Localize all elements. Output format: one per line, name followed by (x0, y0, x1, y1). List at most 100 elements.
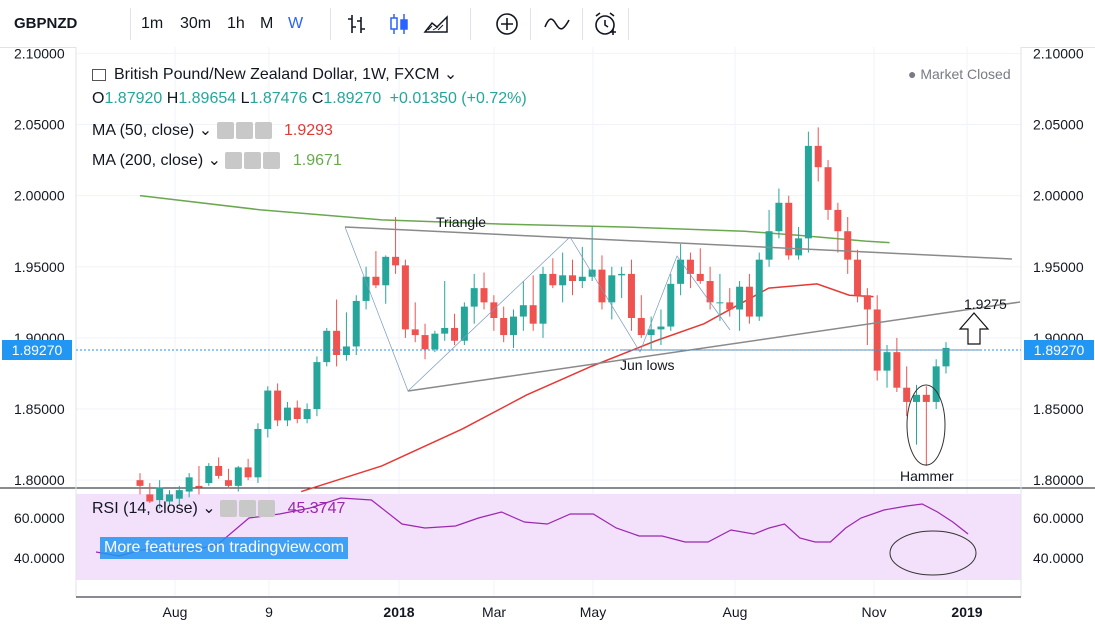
candle-body (392, 256, 400, 266)
candle-body (303, 409, 311, 420)
candle-body (775, 202, 783, 232)
visibility-icon[interactable] (225, 152, 243, 170)
ma200-value: 1.9671 (292, 152, 342, 169)
toolbar-divider (628, 8, 629, 40)
chevron-down-icon[interactable]: ⌄ (194, 122, 217, 139)
candle-body (441, 327, 449, 334)
candle-body (942, 347, 950, 367)
candle-body (785, 202, 793, 256)
level-label: 1.9275 (964, 296, 1007, 312)
ma200-path (139, 194, 890, 244)
candle-body (146, 494, 154, 502)
candle-body (215, 465, 223, 476)
candle-body (490, 302, 498, 319)
interval-30m[interactable]: 30m (180, 15, 212, 32)
triangle-lower-line (407, 301, 1021, 392)
promo-banner[interactable]: More features on tradingview.com (100, 537, 349, 559)
rsi-tick-label-right: 60.0000 (1033, 510, 1084, 526)
price-tick-label-left: 2.10000 (14, 47, 65, 61)
time-tick-label: Aug (163, 604, 188, 620)
candle-body (244, 467, 252, 478)
series-title[interactable]: British Pound/New Zealand Dollar, 1W, FX… (114, 66, 440, 83)
candle-body (736, 286, 744, 310)
candle-body (165, 494, 173, 502)
toolbar-divider (582, 8, 583, 40)
time-tick-label: 9 (265, 604, 273, 620)
price-tick-label-right: 2.05000 (1033, 117, 1084, 133)
candle-body (421, 335, 429, 350)
gear-icon[interactable] (235, 122, 253, 140)
bars-icon[interactable] (345, 12, 369, 36)
last-price-tag-left: 1.89270 (2, 340, 72, 360)
candle-body (195, 485, 203, 488)
candle-body (451, 327, 459, 341)
compare-icon[interactable] (543, 13, 571, 35)
gear-icon[interactable] (239, 500, 257, 518)
chevron-down-icon[interactable]: ⌄ (203, 152, 226, 169)
chevron-down-icon[interactable]: ⌄ (439, 66, 458, 83)
toolbar-divider (130, 8, 131, 40)
candle-body (608, 275, 616, 303)
candle-body (205, 465, 213, 484)
interval-1m[interactable]: 1m (141, 15, 164, 32)
candle-body (156, 487, 164, 501)
candle-body (903, 387, 911, 402)
close-icon[interactable] (263, 152, 281, 170)
time-tick-label: 2019 (951, 604, 982, 620)
candle-body (539, 273, 547, 324)
price-tick-label-left: 1.85000 (14, 401, 65, 417)
triangle-label: Triangle (436, 214, 486, 230)
candle-body (274, 390, 282, 421)
candle-body (814, 145, 822, 168)
open-label: O (92, 90, 105, 107)
time-tick-label: Nov (862, 604, 887, 620)
rsi-legend[interactable]: RSI (14, close) ⌄ 45.3747 (92, 498, 345, 518)
candle-body (136, 480, 144, 486)
symbol-search[interactable]: GBPNZD (14, 15, 78, 32)
candle-body (293, 407, 301, 420)
price-tick-label-right: 1.85000 (1033, 401, 1084, 417)
interval-month[interactable]: M (260, 15, 274, 32)
candle-body (175, 490, 183, 499)
chart-canvas[interactable]: 2.10000 2.10000 2.05000 2.05000 2.00000 2.000… (0, 47, 1095, 626)
close-icon[interactable] (254, 122, 272, 140)
visibility-icon[interactable] (220, 500, 238, 518)
candle-body (677, 259, 685, 284)
hammer-label: Hammer (900, 468, 954, 484)
legend-collapse-icon[interactable] (92, 68, 106, 81)
candle-body (932, 366, 940, 402)
ma200-legend[interactable]: MA (200, close) ⌄ 1.9671 (92, 150, 342, 170)
time-tick-label: May (580, 604, 606, 620)
candle-body (460, 306, 468, 341)
alert-icon[interactable] (592, 10, 620, 38)
market-status: ● Market Closed (908, 66, 1011, 82)
candle-body (686, 259, 694, 274)
ma200-label[interactable]: MA (200, close) (92, 152, 204, 169)
candle-body (234, 467, 242, 486)
interval-week[interactable]: W (288, 15, 304, 32)
candle-body (657, 326, 665, 330)
area-icon[interactable] (423, 12, 449, 36)
chevron-down-icon[interactable]: ⌄ (197, 500, 221, 517)
candle-body (401, 265, 409, 330)
candle-body (254, 428, 262, 478)
candle-body (765, 231, 773, 260)
price-tick-label-right: 2.10000 (1033, 47, 1084, 61)
candle-body (510, 316, 518, 336)
candle-body (922, 394, 930, 402)
ma50-legend[interactable]: MA (50, close) ⌄ 1.9293 (92, 120, 333, 140)
close-icon[interactable] (258, 500, 276, 518)
candles-icon[interactable] (387, 12, 411, 36)
gear-icon[interactable] (244, 152, 262, 170)
interval-1h[interactable]: 1h (227, 15, 245, 32)
price-axis-labels: 2.10000 2.10000 2.05000 2.05000 2.00000 2.000… (14, 47, 1084, 566)
high-value: 1.89654 (178, 90, 237, 107)
add-indicator-icon[interactable] (494, 11, 520, 37)
rsi-label[interactable]: RSI (14, close) (92, 500, 198, 517)
candle-body (726, 302, 734, 310)
legend-title: British Pound/New Zealand Dollar, 1W, FX… (92, 64, 457, 84)
candle-body (313, 362, 321, 410)
candle-body (618, 273, 626, 276)
visibility-icon[interactable] (216, 122, 234, 140)
ma50-label[interactable]: MA (50, close) (92, 122, 195, 139)
